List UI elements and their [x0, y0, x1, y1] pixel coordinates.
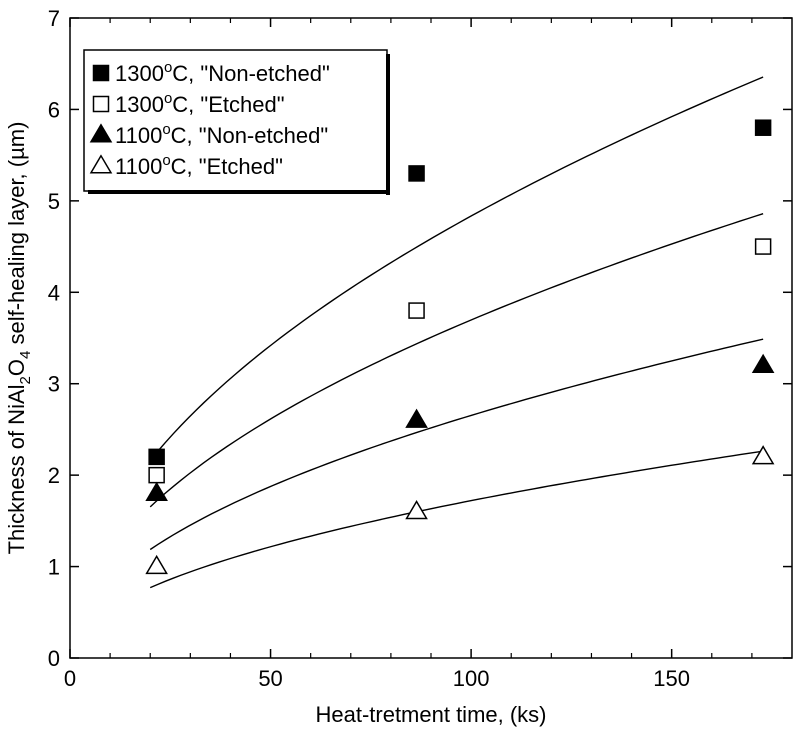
data-points: [145, 119, 775, 575]
legend-box: [83, 49, 388, 192]
y-tick-label: 2: [48, 463, 60, 488]
y-tick-label: 7: [48, 6, 60, 31]
y-tick-label: 4: [48, 280, 60, 305]
data-point: [408, 165, 425, 182]
legend-label: 1100oC, "Etched": [115, 152, 283, 179]
x-tick-label: 150: [653, 666, 690, 691]
data-point: [145, 554, 168, 575]
legend-shadow: [88, 190, 390, 194]
axis-ticks: 0 50 100 150 0 1 2 3 4 5 6 7: [48, 6, 792, 691]
fit-curves: [149, 76, 764, 589]
data-point: [751, 353, 775, 373]
y-tick-label: 3: [48, 372, 60, 397]
x-axis-label: Heat-tretment time, (ks): [315, 702, 546, 727]
data-point: [148, 448, 165, 466]
legend-shadow: [386, 54, 390, 195]
legend: 1300oC, "Non-etched" 1300oC, "Etched" 1100…: [83, 49, 390, 195]
legend-label: 1300oC, "Etched": [115, 90, 285, 117]
y-tick-label: 5: [48, 189, 60, 214]
x-tick-label: 50: [258, 666, 282, 691]
data-point: [145, 481, 168, 501]
data-point: [148, 466, 165, 484]
y-tick-label: 6: [48, 97, 60, 122]
data-point: [754, 238, 772, 255]
data-point: [408, 302, 425, 319]
fit-curve-line: [149, 338, 764, 551]
data-point: [405, 408, 428, 428]
fit-curve-line: [149, 450, 764, 589]
y-tick-label: 0: [48, 646, 60, 671]
legend-marker: [89, 154, 113, 174]
y-tick-label: 1: [48, 555, 60, 580]
legend-marker: [89, 123, 113, 143]
legend-label: 1300oC, "Non-etched": [115, 59, 330, 86]
data-point: [751, 445, 775, 465]
data-point: [405, 500, 428, 520]
x-tick-label: 100: [453, 666, 490, 691]
x-tick-label: 0: [64, 666, 76, 691]
legend-label: 1100oC, "Non-etched": [115, 121, 328, 148]
fit-curve-line: [149, 213, 764, 508]
fit-curve-line: [149, 76, 764, 461]
legend-marker: [92, 95, 110, 113]
y-axis-label: Thickness of NiAl2O4 self-healing layer,…: [4, 122, 34, 555]
data-point: [754, 119, 772, 136]
legend-marker: [92, 64, 110, 82]
